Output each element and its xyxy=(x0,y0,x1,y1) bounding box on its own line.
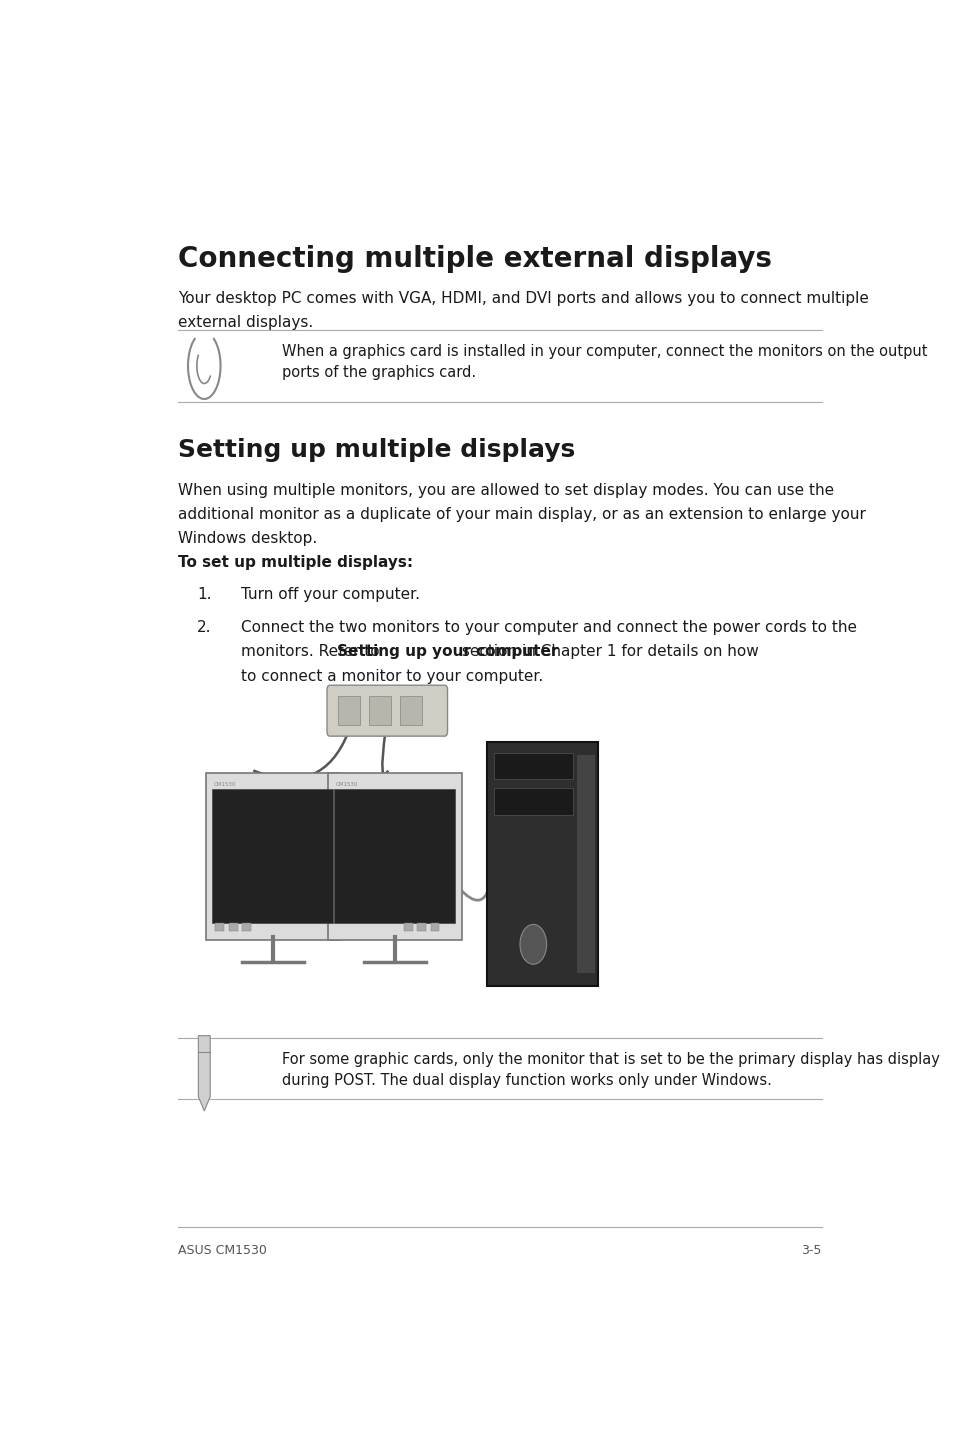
FancyBboxPatch shape xyxy=(369,696,391,725)
FancyBboxPatch shape xyxy=(400,696,422,725)
Text: CM1530: CM1530 xyxy=(335,782,358,787)
Text: external displays.: external displays. xyxy=(178,315,314,331)
Text: monitors. Refer to: monitors. Refer to xyxy=(241,644,384,659)
Text: 1.: 1. xyxy=(196,587,212,601)
FancyBboxPatch shape xyxy=(328,772,461,940)
FancyBboxPatch shape xyxy=(229,923,237,930)
FancyBboxPatch shape xyxy=(430,923,439,930)
Text: to connect a monitor to your computer.: to connect a monitor to your computer. xyxy=(241,669,543,683)
Text: 3-5: 3-5 xyxy=(801,1244,821,1257)
Text: To set up multiple displays:: To set up multiple displays: xyxy=(178,555,413,569)
FancyBboxPatch shape xyxy=(335,789,455,923)
FancyBboxPatch shape xyxy=(416,923,426,930)
FancyBboxPatch shape xyxy=(486,742,598,986)
FancyBboxPatch shape xyxy=(242,923,251,930)
Text: Connecting multiple external displays: Connecting multiple external displays xyxy=(178,244,772,273)
FancyBboxPatch shape xyxy=(494,752,573,779)
Text: ASUS: ASUS xyxy=(579,939,584,955)
Text: 2.: 2. xyxy=(196,620,212,636)
FancyBboxPatch shape xyxy=(206,772,339,940)
Text: CM1530: CM1530 xyxy=(213,782,236,787)
FancyBboxPatch shape xyxy=(213,789,333,923)
FancyBboxPatch shape xyxy=(215,923,224,930)
FancyBboxPatch shape xyxy=(327,686,447,736)
Text: Windows desktop.: Windows desktop. xyxy=(178,531,317,546)
Text: When a graphics card is installed in your computer, connect the monitors on the : When a graphics card is installed in you… xyxy=(282,344,926,360)
Polygon shape xyxy=(198,1035,210,1112)
FancyBboxPatch shape xyxy=(577,755,594,974)
Text: Setting up your computer: Setting up your computer xyxy=(336,644,558,659)
FancyBboxPatch shape xyxy=(337,696,360,725)
FancyBboxPatch shape xyxy=(494,788,573,815)
Text: additional monitor as a duplicate of your main display, or as an extension to en: additional monitor as a duplicate of you… xyxy=(178,508,865,522)
Text: Your desktop PC comes with VGA, HDMI, and DVI ports and allows you to connect mu: Your desktop PC comes with VGA, HDMI, an… xyxy=(178,290,868,306)
Text: Setting up multiple displays: Setting up multiple displays xyxy=(178,439,575,462)
Text: section in Chapter 1 for details on how: section in Chapter 1 for details on how xyxy=(456,644,759,659)
FancyBboxPatch shape xyxy=(403,923,413,930)
Text: For some graphic cards, only the monitor that is set to be the primary display h: For some graphic cards, only the monitor… xyxy=(282,1051,939,1067)
Text: ASUS CM1530: ASUS CM1530 xyxy=(178,1244,267,1257)
Text: ports of the graphics card.: ports of the graphics card. xyxy=(282,365,476,380)
Text: during POST. The dual display function works only under Windows.: during POST. The dual display function w… xyxy=(282,1073,771,1087)
Text: When using multiple monitors, you are allowed to set display modes. You can use : When using multiple monitors, you are al… xyxy=(178,483,834,498)
Text: Connect the two monitors to your computer and connect the power cords to the: Connect the two monitors to your compute… xyxy=(241,620,857,636)
Text: Turn off your computer.: Turn off your computer. xyxy=(241,587,420,601)
Circle shape xyxy=(519,925,546,965)
